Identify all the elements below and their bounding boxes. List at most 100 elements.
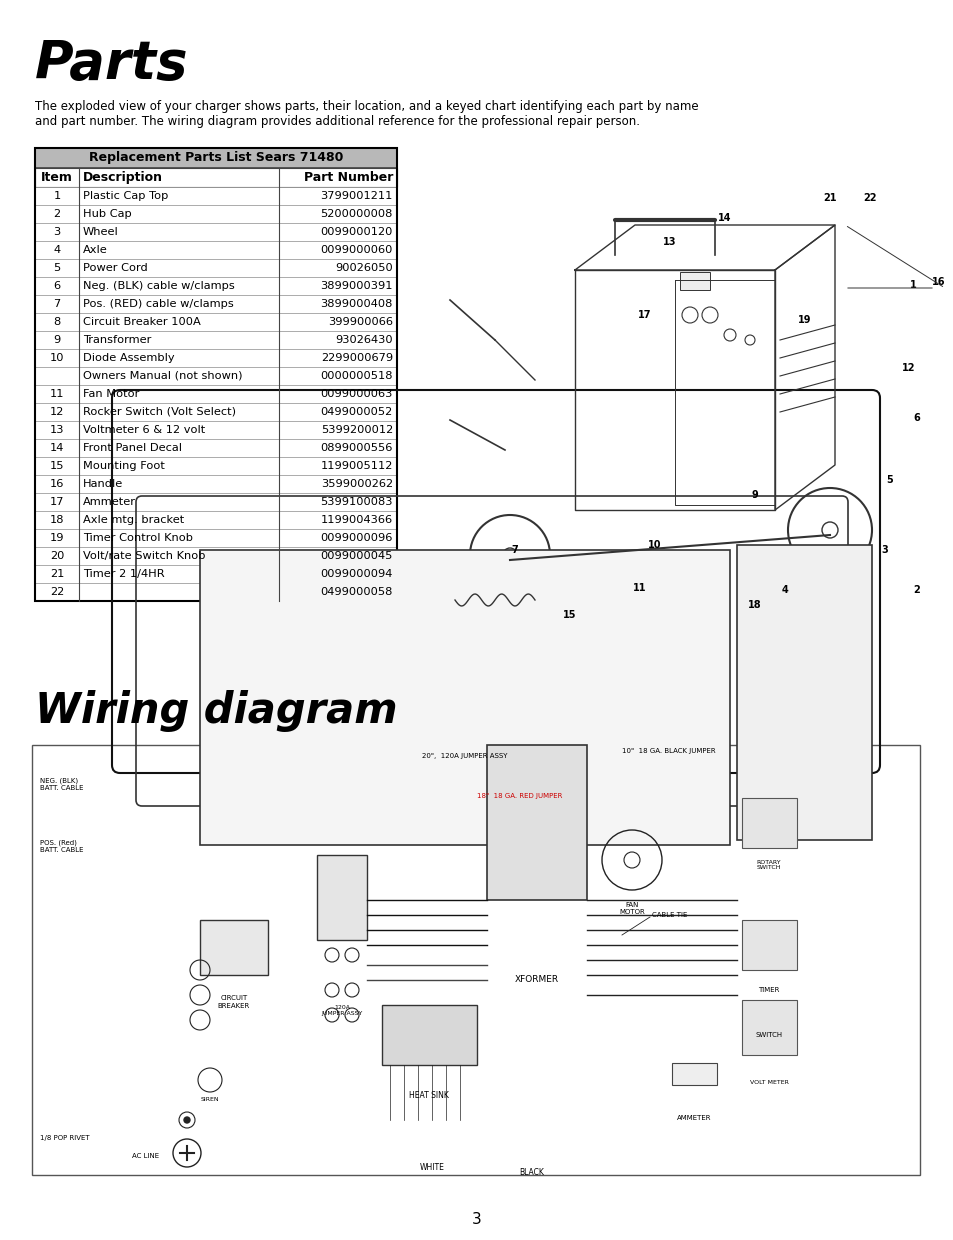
FancyBboxPatch shape — [35, 187, 396, 205]
FancyBboxPatch shape — [200, 551, 729, 844]
FancyBboxPatch shape — [35, 241, 396, 259]
Text: Wheel: Wheel — [83, 227, 118, 237]
FancyBboxPatch shape — [35, 583, 396, 601]
Text: Handle: Handle — [83, 479, 123, 489]
Text: 0899000556: 0899000556 — [320, 443, 393, 453]
FancyBboxPatch shape — [32, 745, 919, 1176]
Text: 15: 15 — [562, 610, 577, 620]
Text: 22: 22 — [862, 193, 876, 203]
FancyBboxPatch shape — [737, 546, 871, 839]
Text: ROTARY
SWITCH: ROTARY SWITCH — [756, 859, 781, 870]
Text: AC LINE: AC LINE — [132, 1153, 159, 1159]
Text: 5399200012: 5399200012 — [320, 425, 393, 435]
Text: Fan Motor: Fan Motor — [83, 389, 139, 399]
Text: 14: 14 — [50, 443, 64, 453]
Text: 1/8 POP RIVET: 1/8 POP RIVET — [40, 1135, 90, 1141]
Text: 3899000408: 3899000408 — [320, 299, 393, 309]
FancyBboxPatch shape — [35, 439, 396, 458]
Text: Power Cord: Power Cord — [83, 263, 148, 273]
FancyBboxPatch shape — [671, 1063, 717, 1085]
Text: Timer Control Knob: Timer Control Knob — [83, 533, 193, 543]
Text: HEAT SINK: HEAT SINK — [409, 1090, 449, 1100]
Text: Part Number: Part Number — [303, 171, 393, 184]
Text: 16: 16 — [930, 277, 944, 286]
FancyBboxPatch shape — [35, 223, 396, 241]
FancyBboxPatch shape — [35, 167, 396, 187]
Text: Plastic Cap Top: Plastic Cap Top — [83, 191, 168, 201]
FancyBboxPatch shape — [486, 745, 586, 900]
Text: Owners Manual (not shown): Owners Manual (not shown) — [83, 371, 242, 381]
Text: 3599000262: 3599000262 — [320, 479, 393, 489]
Text: 7: 7 — [511, 546, 517, 556]
Text: 1: 1 — [53, 191, 61, 201]
FancyBboxPatch shape — [316, 856, 367, 940]
Text: 5: 5 — [885, 475, 892, 485]
FancyBboxPatch shape — [35, 422, 396, 439]
Text: 13: 13 — [50, 425, 64, 435]
Text: 8: 8 — [53, 317, 61, 327]
Text: 0099000063: 0099000063 — [320, 389, 393, 399]
Text: Replacement Parts List Sears 71480: Replacement Parts List Sears 71480 — [89, 151, 343, 165]
Text: CIRCUIT
BREAKER: CIRCUIT BREAKER — [217, 996, 250, 1008]
Text: 2: 2 — [53, 210, 60, 219]
Text: Volt/rate Switch Knob: Volt/rate Switch Knob — [83, 551, 205, 560]
Text: 90026050: 90026050 — [335, 263, 393, 273]
Text: 93026430: 93026430 — [335, 335, 393, 345]
FancyBboxPatch shape — [35, 205, 396, 223]
Circle shape — [184, 1117, 190, 1123]
FancyBboxPatch shape — [741, 920, 796, 970]
Text: Parts: Parts — [35, 38, 189, 91]
Text: 17: 17 — [638, 310, 651, 320]
FancyBboxPatch shape — [35, 475, 396, 494]
Text: 16: 16 — [50, 479, 64, 489]
Text: 6: 6 — [53, 281, 60, 291]
Text: FAN
MOTOR: FAN MOTOR — [618, 901, 644, 915]
Text: 15: 15 — [50, 461, 64, 471]
Text: 18: 18 — [50, 515, 64, 525]
Text: 2: 2 — [912, 585, 919, 595]
Text: Description: Description — [83, 171, 163, 184]
FancyBboxPatch shape — [35, 277, 396, 295]
Text: 0499000052: 0499000052 — [320, 407, 393, 417]
Text: Hub Cap: Hub Cap — [83, 210, 132, 219]
Text: TIMER: TIMER — [758, 987, 779, 993]
Text: 22: 22 — [50, 587, 64, 596]
FancyBboxPatch shape — [35, 384, 396, 403]
Text: AMMETER: AMMETER — [676, 1115, 711, 1121]
Text: 3: 3 — [53, 227, 61, 237]
Text: 5200000008: 5200000008 — [320, 210, 393, 219]
Text: 5399100083: 5399100083 — [320, 497, 393, 507]
Text: 4: 4 — [53, 246, 60, 255]
FancyBboxPatch shape — [35, 331, 396, 348]
Text: 120A
JUMPER ASSY: 120A JUMPER ASSY — [321, 1004, 362, 1016]
FancyBboxPatch shape — [35, 547, 396, 565]
Text: VOLT METER: VOLT METER — [749, 1080, 787, 1085]
Text: POS. (Red)
BATT. CABLE: POS. (Red) BATT. CABLE — [40, 839, 84, 853]
FancyBboxPatch shape — [35, 511, 396, 529]
Text: 12: 12 — [50, 407, 64, 417]
Text: 12: 12 — [901, 363, 914, 373]
Text: 0499000058: 0499000058 — [320, 587, 393, 596]
Text: WHITE: WHITE — [419, 1163, 444, 1172]
Text: 10"  18 GA. BLACK JUMPER: 10" 18 GA. BLACK JUMPER — [621, 748, 715, 754]
FancyBboxPatch shape — [35, 348, 396, 367]
Text: 13: 13 — [662, 237, 676, 247]
Text: SIREN: SIREN — [200, 1097, 219, 1102]
FancyBboxPatch shape — [679, 272, 709, 290]
FancyBboxPatch shape — [741, 799, 796, 848]
Text: XFORMER: XFORMER — [515, 976, 558, 985]
Text: Item: Item — [41, 171, 72, 184]
Text: Diode Assembly: Diode Assembly — [83, 353, 174, 363]
Text: Voltmeter 6 & 12 volt: Voltmeter 6 & 12 volt — [83, 425, 205, 435]
Text: 20",  120A JUMPER ASSY: 20", 120A JUMPER ASSY — [421, 753, 507, 759]
Text: 0099000120: 0099000120 — [320, 227, 393, 237]
Text: 0099000045: 0099000045 — [320, 551, 393, 560]
Text: 3: 3 — [881, 546, 887, 556]
Text: Front Panel Decal: Front Panel Decal — [83, 443, 182, 453]
Text: 3899000391: 3899000391 — [320, 281, 393, 291]
Text: 3: 3 — [472, 1213, 481, 1228]
FancyBboxPatch shape — [35, 565, 396, 583]
Text: 3799001211: 3799001211 — [320, 191, 393, 201]
FancyBboxPatch shape — [741, 999, 796, 1055]
Text: Rocker Switch (Volt Select): Rocker Switch (Volt Select) — [83, 407, 235, 417]
